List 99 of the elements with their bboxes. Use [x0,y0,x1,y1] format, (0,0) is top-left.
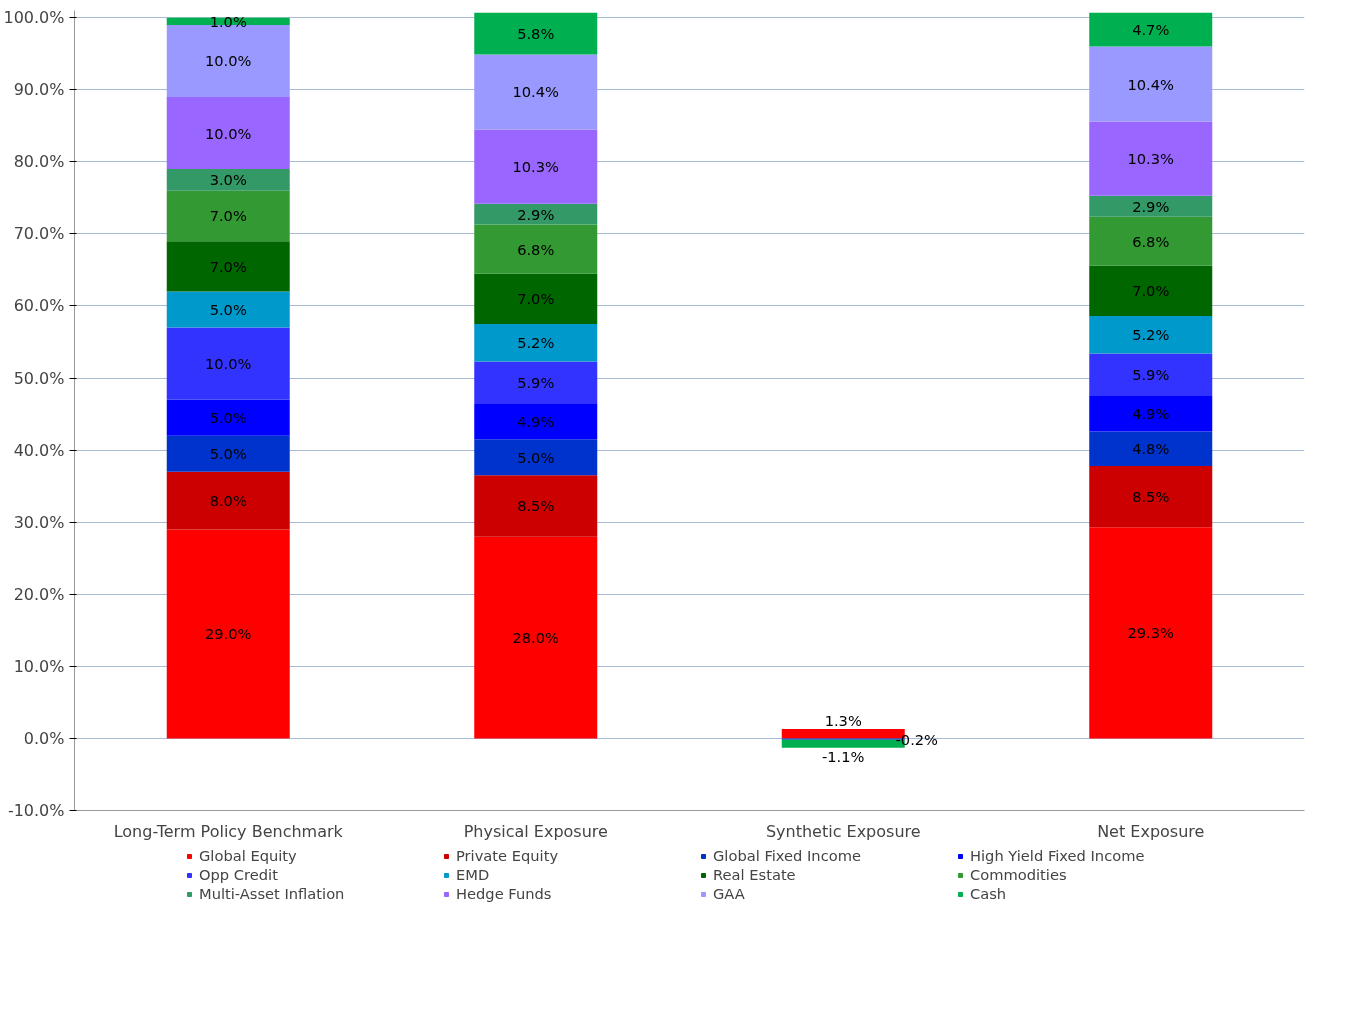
legend-label: Cash [970,885,1008,902]
data-label: 5.0% [209,301,247,319]
data-label: -1.1% [821,747,865,765]
bar [474,475,598,537]
y-tick-label: 40.0% [13,440,65,460]
y-tick-label: 70.0% [13,224,65,244]
bar [1089,396,1213,432]
bar [474,361,598,405]
data-label: 6.8% [517,240,555,258]
bar [166,291,290,328]
bar [1089,466,1213,528]
bar [474,536,598,739]
data-label: 10.0% [204,355,252,373]
data-label: 5.9% [1132,366,1170,384]
bar [166,241,290,292]
data-label: 7.0% [209,257,247,275]
data-label: 8.5% [1132,488,1170,506]
data-label: 1.3% [824,712,862,730]
data-label: 10.4% [1127,75,1175,93]
data-label: 4.9% [1132,405,1170,423]
bar [1089,195,1213,217]
bar [1089,316,1213,354]
data-label: 28.0% [512,629,560,647]
bar [166,327,290,400]
bar [474,224,598,274]
data-label: 10.3% [512,158,560,176]
data-label: 2.9% [1132,197,1170,215]
bar [1089,216,1213,266]
legend-label: EMD [456,866,491,883]
legend-label: Global Equity [199,847,298,864]
bar [1089,46,1213,122]
bar [166,169,290,191]
bar [474,129,598,204]
legend-label: Global Fixed Income [713,847,862,864]
data-label: 8.0% [209,492,247,510]
data-label: 8.5% [517,497,555,515]
legend-label: Commodities [970,866,1068,883]
bar [166,96,290,170]
data-label: 10.4% [512,83,560,101]
data-label: 5.2% [1132,326,1170,344]
bar [1089,527,1213,739]
x-tick-label: Long-Term Policy Benchmark [113,821,344,841]
data-label: 5.0% [209,409,247,427]
data-label: 5.9% [517,374,555,392]
legend-label: Private Equity [456,847,560,864]
data-label: 2.9% [517,205,555,223]
bar [1089,353,1213,397]
data-label: 10.3% [1127,150,1175,168]
bar [474,273,598,325]
y-tick-label: 80.0% [13,152,65,172]
data-label: 3.0% [209,171,247,189]
bar [474,54,598,130]
bar [166,399,290,436]
y-tick-label: 60.0% [13,296,65,316]
bar [474,203,598,225]
bar [166,471,290,530]
legend-label: GAA [713,885,746,902]
legend-label: Hedge Funds [456,885,553,902]
y-tick-label: 0.0% [23,728,65,748]
data-label: 5.2% [517,334,555,352]
data-label: 5.0% [517,448,555,466]
data-label: 10.0% [204,52,252,70]
data-label: 29.3% [1127,624,1175,642]
x-tick-label: Synthetic Exposure [765,821,921,841]
bar [1089,265,1213,317]
bar [166,529,290,739]
y-tick-label: 100.0% [3,8,65,28]
data-label: 7.0% [209,207,247,225]
data-label: 7.0% [517,290,555,308]
data-label: 7.0% [1132,282,1170,300]
data-label: 5.8% [517,25,555,43]
x-tick-label: Physical Exposure [463,821,608,841]
data-label: 4.7% [1132,21,1170,39]
bar [474,12,598,55]
data-label: 10.0% [204,124,252,142]
bar [474,324,598,362]
legend-label: Real Estate [713,866,797,883]
bar [474,439,598,476]
y-tick-label: -10.0% [7,801,65,820]
bar [166,435,290,472]
y-tick-label: 50.0% [13,368,65,388]
bar [1089,121,1213,196]
y-tick-label: 30.0% [13,512,65,532]
bar [1089,12,1213,47]
data-label: 4.9% [517,413,555,431]
data-label: 29.0% [204,625,252,643]
y-tick-label: 90.0% [13,80,65,100]
bar [166,190,290,242]
data-label: 6.8% [1132,232,1170,250]
bar [1089,431,1213,466]
y-tick-label: 20.0% [13,584,65,604]
legend-label: Opp Credit [199,866,279,883]
x-tick-label: Net Exposure [1097,821,1205,841]
legend-label: Multi-Asset Inflation [199,885,346,902]
data-label: 4.8% [1132,440,1170,458]
legend-label: High Yield Fixed Income [970,847,1146,864]
data-label: 5.0% [209,445,247,463]
bar [474,404,598,440]
y-tick-label: 10.0% [13,656,65,676]
